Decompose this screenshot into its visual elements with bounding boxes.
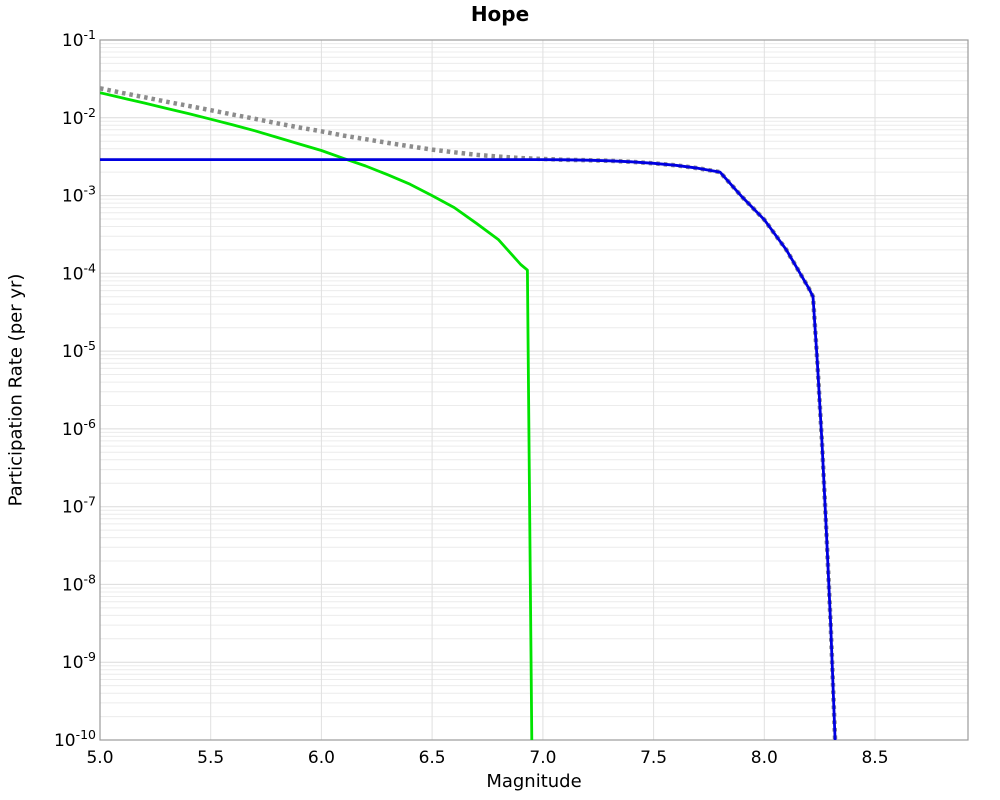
chart-title: Hope: [470, 2, 530, 26]
y-tick-label: 10-6: [62, 416, 96, 440]
series-blue-solid: [100, 158, 837, 740]
x-tick-label: 5.0: [86, 748, 113, 768]
vertical-gridlines: [99, 40, 876, 740]
y-tick-label: 10-1: [62, 27, 96, 51]
x-tick-label: 7.5: [640, 748, 667, 768]
y-tick-label: 10-7: [62, 494, 96, 518]
x-tick-label: 6.0: [308, 748, 335, 768]
x-tick-label: 8.0: [751, 748, 778, 768]
plot-border: [99, 39, 969, 741]
x-tick-label: 5.5: [197, 748, 224, 768]
x-axis-title: Magnitude: [486, 771, 582, 792]
y-tick-label: 10-8: [62, 571, 96, 595]
y-tick-label: 10-10: [54, 727, 96, 751]
minor-gridlines: [100, 43, 968, 718]
y-tick-labels: 10-1 10-2 10-3 10-4 10-5 10-6 10-7 10-8 10-9 10-1…: [54, 27, 96, 751]
y-tick-label: 10-9: [62, 649, 96, 673]
series-green-solid: [100, 91, 534, 740]
x-tick-label: 7.0: [529, 748, 556, 768]
y-tick-label: 10-4: [62, 260, 96, 284]
y-tick-label: 10-3: [62, 183, 96, 207]
y-tick-label: 10-5: [62, 338, 96, 362]
x-tick-labels: 5.0 5.5 6.0 6.5 7.0 7.5 8.0 8.5: [86, 748, 888, 768]
x-tick-label: 6.5: [419, 748, 446, 768]
major-gridlines: [100, 39, 968, 741]
x-tick-label: 8.5: [861, 748, 888, 768]
y-tick-label: 10-2: [62, 105, 96, 129]
